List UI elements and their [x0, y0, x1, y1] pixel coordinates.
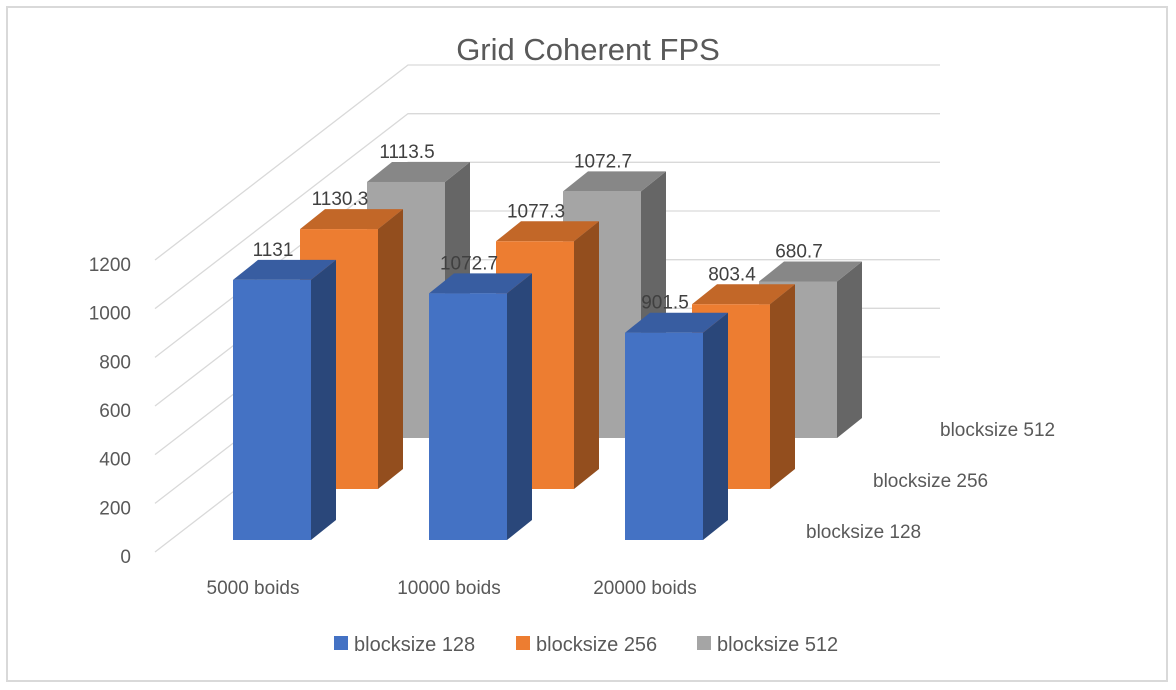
bar-side	[703, 312, 728, 540]
data-label-blocksize-256-5000-boids: 1130.3	[312, 189, 369, 210]
bar-side	[378, 209, 403, 489]
bar-top	[625, 312, 728, 333]
bar-top	[563, 171, 666, 192]
chart-title: Grid Coherent FPS	[456, 32, 720, 67]
bar-side	[837, 261, 862, 438]
bar-top	[300, 209, 403, 230]
y-tick-label-800: 800	[99, 352, 131, 373]
category-label-10000-boids: 10000 boids	[397, 578, 501, 599]
bar-side	[311, 259, 336, 540]
category-axis-labels: 5000 boids 10000 boids 20000 boids	[207, 578, 697, 599]
bars	[233, 161, 862, 540]
legend-swatch	[516, 636, 530, 650]
data-label-blocksize-512-20000-boids: 680.7	[775, 241, 823, 262]
y-axis-ticks: 0 200 400 600 800 1000 1200	[89, 255, 131, 568]
data-label-blocksize-128-20000-boids: 901.5	[641, 293, 689, 314]
series-axis-label-blocksize-128: blocksize 128	[806, 522, 921, 543]
y-tick-label-1200: 1200	[89, 255, 131, 276]
legend-label: blocksize 512	[717, 634, 838, 656]
legend-label: blocksize 128	[354, 634, 475, 656]
bar-top	[496, 221, 599, 242]
data-label-blocksize-128-10000-boids: 1072.7	[440, 253, 498, 274]
category-label-20000-boids: 20000 boids	[593, 578, 697, 599]
bar-top	[759, 261, 862, 282]
bar-front	[625, 332, 703, 540]
y-tick-label-200: 200	[99, 498, 131, 519]
bar-top	[429, 273, 532, 294]
series-axis-labels: blocksize 128 blocksize 256 blocksize 512	[806, 420, 1055, 543]
legend-swatch	[334, 636, 348, 650]
y-tick-label-0: 0	[120, 547, 131, 568]
bar-front	[429, 293, 507, 540]
bar-front	[233, 279, 311, 540]
bar-side	[770, 284, 795, 489]
legend-item-blocksize-256: blocksize 256	[516, 634, 657, 656]
y-tick-label-600: 600	[99, 401, 131, 422]
bar-blocksize-128-10000-boids	[429, 273, 532, 540]
data-label-blocksize-256-20000-boids: 803.4	[708, 264, 756, 285]
series-axis-label-blocksize-256: blocksize 256	[873, 471, 988, 492]
legend-item-blocksize-128: blocksize 128	[334, 634, 475, 656]
bar-top	[367, 161, 470, 182]
data-labels: 1113.5 1072.7 680.7 1130.3 1077.3 803.4 1131 10…	[253, 142, 823, 314]
bar-side	[574, 221, 599, 489]
category-label-5000-boids: 5000 boids	[207, 578, 300, 599]
data-label-blocksize-512-5000-boids: 1113.5	[379, 142, 434, 163]
gridline-1200	[154, 64, 940, 261]
bar-blocksize-128-20000-boids	[625, 312, 728, 540]
bar-blocksize-128-5000-boids	[233, 259, 336, 540]
gridline-1000	[154, 113, 940, 310]
data-label-blocksize-512-10000-boids: 1072.7	[574, 151, 632, 172]
legend-label: blocksize 256	[536, 634, 657, 656]
series-axis-label-blocksize-512: blocksize 512	[940, 420, 1055, 441]
y-tick-label-400: 400	[99, 450, 131, 471]
bar-side	[507, 273, 532, 540]
y-tick-label-1000: 1000	[89, 304, 131, 325]
legend: blocksize 128 blocksize 256 blocksize 512	[334, 634, 838, 656]
data-label-blocksize-128-5000-boids: 1131	[253, 240, 294, 261]
bar-top	[233, 259, 336, 280]
bar-top	[692, 284, 795, 305]
data-label-blocksize-256-10000-boids: 1077.3	[507, 201, 565, 222]
legend-swatch	[697, 636, 711, 650]
legend-item-blocksize-512: blocksize 512	[697, 634, 838, 656]
